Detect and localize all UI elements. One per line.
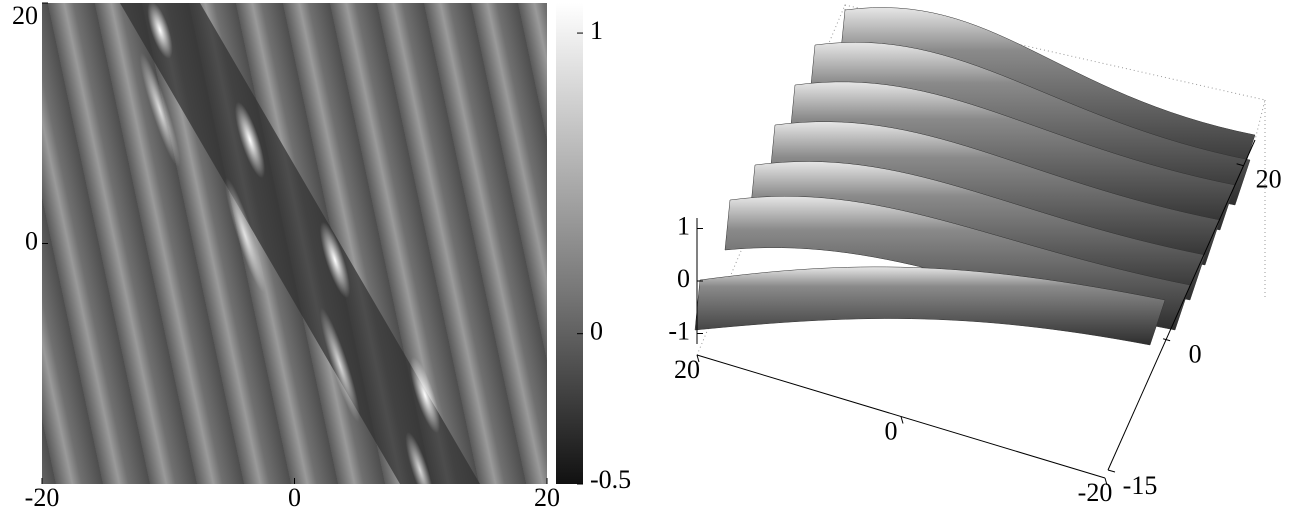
y-axis: [1107, 139, 1256, 471]
density-features: [120, 3, 480, 484]
y-tick-label: 0: [1189, 340, 1202, 369]
x-tick-label: 20: [674, 355, 700, 384]
z-tick-label: 1: [677, 211, 690, 240]
surface-plot: 20 0 -20 -15 0 20 -1 0 1: [668, 4, 1282, 507]
y-tick-label: -15: [1123, 471, 1158, 500]
y-tick: [1236, 163, 1244, 167]
x-tick-label: 0: [885, 416, 898, 445]
x-tick-label: -20: [25, 483, 60, 512]
y-tick-label: 20: [12, 1, 38, 30]
density-plot: -20 0 20 0 20 -0.5 0 1: [12, 1, 631, 512]
x-tick: [1104, 477, 1108, 486]
surface: [694, 7, 1256, 346]
y-tick: [1162, 338, 1171, 342]
x-tick-label: -20: [1078, 478, 1113, 507]
z-tick-label: -1: [668, 316, 690, 345]
y-tick-label: 0: [25, 226, 38, 255]
y-tick-label: 20: [1256, 165, 1282, 194]
colorbar: [556, 3, 583, 484]
x-tick-label: 0: [288, 483, 301, 512]
colorbar-tick-label: -0.5: [590, 465, 631, 494]
z-tick-label: 0: [677, 264, 690, 293]
colorbar-tick-label: 1: [590, 16, 603, 45]
colorbar-tick-label: 0: [590, 317, 603, 346]
y-tick: [1107, 469, 1116, 473]
x-tick: [696, 354, 700, 363]
x-tick: [900, 416, 904, 424]
x-tick-label: 20: [534, 483, 560, 512]
surface-ridge: [694, 266, 1166, 346]
